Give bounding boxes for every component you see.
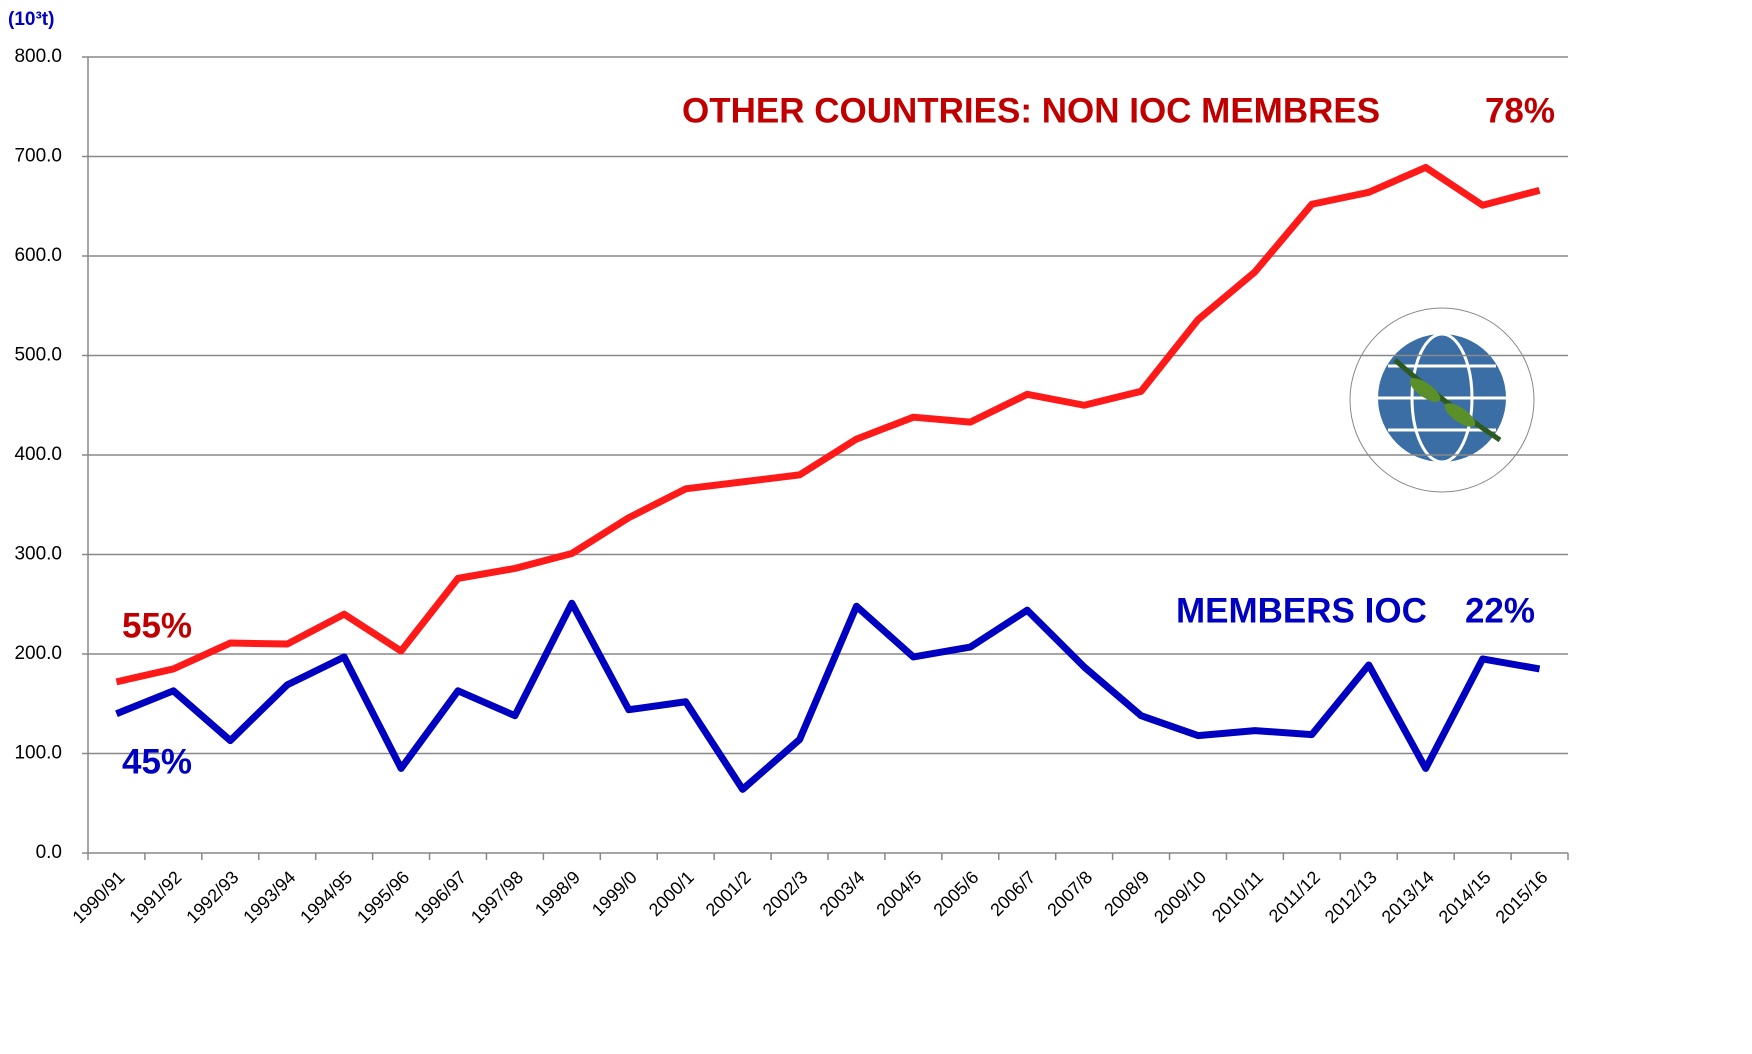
x-tick-label: 1992/93 xyxy=(182,867,242,927)
x-tick-label: 1999/0 xyxy=(588,867,641,920)
y-tick-label: 100.0 xyxy=(14,743,62,764)
x-tick-label: 2001/2 xyxy=(702,867,755,920)
annotation: OTHER COUNTRIES: NON IOC MEMBRES xyxy=(682,91,1380,130)
x-tick-label: 2011/12 xyxy=(1265,867,1324,926)
x-tick-label: 1990/91 xyxy=(68,867,128,927)
x-tick-label: 1998/9 xyxy=(531,867,584,920)
x-tick-label: 1993/94 xyxy=(239,867,299,927)
x-tick-label: 1994/95 xyxy=(296,867,356,927)
x-tick-label: 2010/11 xyxy=(1208,867,1267,926)
y-tick-label: 0.0 xyxy=(36,842,62,863)
x-tick-label: 1995/96 xyxy=(353,867,413,927)
y-tick-label: 700.0 xyxy=(14,146,62,167)
x-tick-label: 1996/97 xyxy=(410,867,470,927)
series-line xyxy=(115,599,1541,793)
x-tick-label: 2008/9 xyxy=(1100,867,1153,920)
y-tick-label: 500.0 xyxy=(14,345,62,366)
x-tick-label: 2006/7 xyxy=(986,867,1039,920)
x-tick-label: 2014/15 xyxy=(1435,867,1495,927)
x-tick-label: 2007/8 xyxy=(1043,867,1096,920)
x-tick-label: 2003/4 xyxy=(816,867,869,920)
annotation: 78% xyxy=(1485,91,1555,130)
annotation: 22% xyxy=(1465,591,1535,630)
x-tick-label: 2004/5 xyxy=(872,867,925,920)
x-tick-label: 2002/3 xyxy=(759,867,812,920)
x-tick-label: 2009/10 xyxy=(1150,867,1210,927)
annotation: 45% xyxy=(122,742,192,781)
y-unit: (10³t) xyxy=(8,9,54,30)
logo xyxy=(1349,307,1535,493)
annotation: 55% xyxy=(122,606,192,645)
x-tick-label: 2013/14 xyxy=(1378,867,1438,927)
x-tick-label: 1991/92 xyxy=(125,867,185,927)
x-tick-label: 2015/16 xyxy=(1492,867,1552,927)
x-tick-label: 1997/98 xyxy=(467,867,527,927)
y-tick-label: 600.0 xyxy=(14,245,62,266)
x-tick-label: 2005/6 xyxy=(929,867,982,920)
y-tick-label: 300.0 xyxy=(14,544,62,565)
annotation: MEMBERS IOC xyxy=(1176,591,1427,630)
series-line xyxy=(115,163,1541,686)
y-tick-label: 200.0 xyxy=(14,643,62,664)
y-tick-label: 800.0 xyxy=(14,46,62,67)
x-tick-label: 2012/13 xyxy=(1321,867,1381,927)
y-tick-label: 400.0 xyxy=(14,444,62,465)
x-tick-label: 2000/1 xyxy=(645,867,698,920)
